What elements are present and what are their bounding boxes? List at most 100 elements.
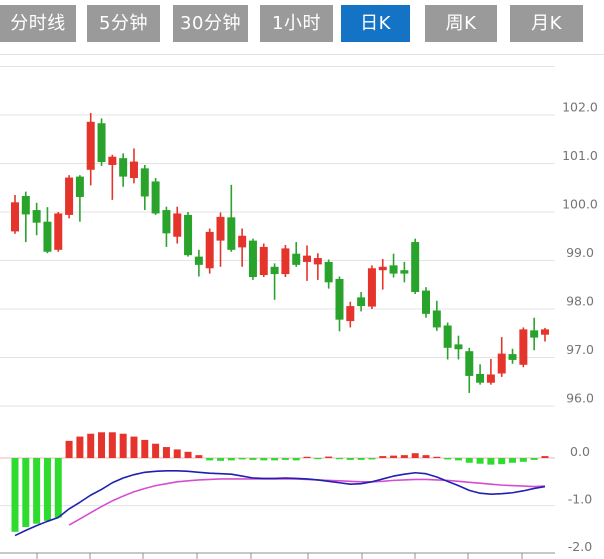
tab-daily-k[interactable]: 日K [341,5,410,42]
candle[interactable] [519,329,528,365]
macd-histogram-bar[interactable] [227,458,235,461]
macd-histogram-bar[interactable] [54,458,62,518]
candle[interactable] [292,253,301,265]
macd-histogram-bar[interactable] [411,453,419,458]
candle[interactable] [43,221,52,252]
macd-histogram-bar[interactable] [98,432,106,458]
candle[interactable] [367,268,376,307]
candle[interactable] [140,168,149,197]
candle[interactable] [454,344,463,350]
macd-histogram-bar[interactable] [292,458,300,461]
macd-histogram-bar[interactable] [108,432,116,458]
macd-histogram-bar[interactable] [303,456,311,458]
candle[interactable] [476,373,485,383]
candle[interactable] [530,330,539,338]
macd-histogram-bar[interactable] [541,456,549,458]
macd-histogram-bar[interactable] [217,458,225,461]
candle[interactable] [21,195,30,215]
candle[interactable] [129,161,138,179]
candle[interactable] [248,240,257,277]
candle[interactable] [227,217,236,250]
candle[interactable] [75,176,84,197]
candle[interactable] [54,213,63,250]
candle[interactable] [65,177,74,215]
macd-histogram-bar[interactable] [390,455,398,458]
candle[interactable] [443,325,452,348]
candle[interactable] [194,256,203,265]
kline-chart[interactable]: 102.0 101.0 100.0 99.0 98.0 97.0 96.0 0.0 -1.0 -2… [0,54,604,559]
macd-histogram-bar[interactable] [65,440,73,458]
macd-histogram-bar[interactable] [335,458,343,460]
macd-histogram-bar[interactable] [433,456,441,458]
macd-histogram-bar[interactable] [476,458,484,464]
candle[interactable] [400,270,409,274]
macd-histogram-bar[interactable] [422,455,430,458]
macd-histogram-bar[interactable] [357,458,365,460]
candle[interactable] [432,310,441,328]
macd-histogram-bar[interactable] [33,458,41,524]
candle[interactable] [497,353,506,374]
candle[interactable] [411,242,420,293]
macd-histogram-bar[interactable] [11,458,19,532]
macd-histogram-bar[interactable] [249,458,257,460]
macd-histogram-bar[interactable] [519,458,527,462]
macd-histogram-bar[interactable] [465,458,473,463]
tab-weekly-k[interactable]: 周K [425,5,497,42]
candle[interactable] [335,278,344,320]
candle[interactable] [540,329,549,335]
candle[interactable] [151,181,160,214]
candle[interactable] [270,266,279,275]
candle[interactable] [259,246,268,276]
macd-histogram-bar[interactable] [87,433,95,458]
macd-histogram-bar[interactable] [162,447,170,458]
candle[interactable] [238,235,247,248]
macd-histogram-bar[interactable] [281,458,289,460]
candle[interactable] [378,266,387,271]
candle[interactable] [173,213,182,237]
macd-histogram-bar[interactable] [530,458,538,460]
candle[interactable] [422,290,431,314]
candle[interactable] [119,158,128,177]
tab-monthly-k[interactable]: 月K [510,5,583,42]
macd-histogram-bar[interactable] [119,433,127,458]
tab-minute-line[interactable]: 分时线 [0,5,76,42]
macd-histogram-bar[interactable] [498,458,506,465]
macd-histogram-bar[interactable] [195,455,203,458]
macd-histogram-bar[interactable] [368,458,376,460]
candle[interactable] [281,248,290,275]
macd-histogram-bar[interactable] [184,451,192,458]
macd-histogram-bar[interactable] [444,458,452,460]
candle[interactable] [346,306,355,322]
macd-histogram-bar[interactable] [346,458,354,460]
macd-histogram-bar[interactable] [22,458,30,528]
tab-1hour[interactable]: 1小时 [260,5,333,42]
macd-histogram-bar[interactable] [173,449,181,458]
macd-histogram-bar[interactable] [271,458,279,461]
candle[interactable] [508,354,517,360]
candle[interactable] [465,351,474,376]
candle[interactable] [32,210,41,223]
macd-histogram-bar[interactable] [76,436,84,458]
macd-histogram-bar[interactable] [152,443,160,458]
candle[interactable] [216,216,225,241]
candle[interactable] [162,210,171,234]
macd-histogram-bar[interactable] [141,439,149,458]
candle[interactable] [324,261,333,283]
macd-histogram-bar[interactable] [325,456,333,458]
macd-histogram-bar[interactable] [509,458,517,463]
tab-5min[interactable]: 5分钟 [87,5,160,42]
candle[interactable] [357,297,366,307]
candle[interactable] [205,231,214,269]
macd-histogram-bar[interactable] [130,436,138,458]
macd-histogram-bar[interactable] [487,458,495,465]
candle[interactable] [486,374,495,383]
macd-histogram-bar[interactable] [206,458,214,461]
macd-histogram-bar[interactable] [260,458,268,461]
candle[interactable] [389,265,398,274]
candle[interactable] [11,202,19,232]
tab-30min[interactable]: 30分钟 [173,5,248,42]
macd-histogram-bar[interactable] [238,458,246,460]
candle[interactable] [97,123,106,163]
macd-histogram-bar[interactable] [314,458,322,460]
macd-histogram-bar[interactable] [379,456,387,458]
